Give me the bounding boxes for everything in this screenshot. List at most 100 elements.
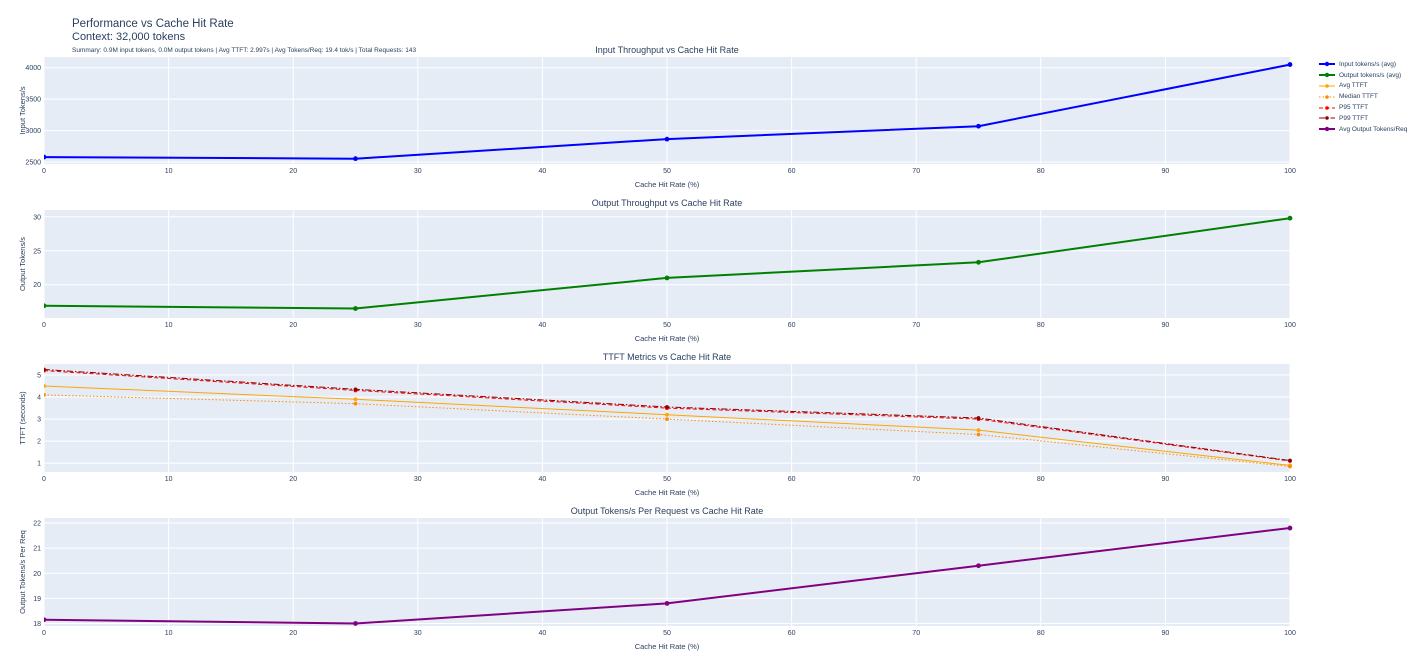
data-point — [665, 417, 669, 422]
legend[interactable]: Input tokens/s (avg) Output tokens/s (avg… — [1318, 59, 1407, 135]
legend-label: Input tokens/s (avg) — [1339, 60, 1397, 68]
x-tick-label: 80 — [1037, 476, 1045, 483]
x-tick-label: 40 — [539, 322, 547, 329]
data-point — [44, 392, 46, 397]
legend-swatch — [1319, 105, 1335, 110]
x-axis-label: Cache Hit Rate (%) — [635, 334, 700, 343]
x-tick-label: 80 — [1037, 168, 1045, 175]
data-point — [976, 432, 981, 437]
y-tick-label: 2 — [37, 439, 41, 446]
x-tick-label: 60 — [788, 322, 796, 329]
data-point — [976, 416, 981, 420]
legend-swatch — [1319, 72, 1335, 78]
data-point — [44, 303, 47, 309]
x-tick-label: 20 — [289, 168, 297, 175]
data-point — [353, 387, 358, 392]
legend-item[interactable]: P99 TTFT — [1318, 113, 1407, 124]
x-tick-label: 30 — [414, 168, 422, 175]
data-point — [665, 405, 669, 409]
x-tick-label: 20 — [289, 630, 297, 637]
y-axis-label: Input Tokens/s — [18, 86, 27, 134]
data-point — [353, 401, 358, 406]
x-tick-label: 10 — [165, 322, 173, 329]
x-tick-label: 50 — [663, 476, 671, 483]
legend-item[interactable]: Median TTFT — [1318, 91, 1407, 102]
subplot-3: 0 10 20 30 40 50 60 70 80 90 100 1 2 3 4 5 TTFT Metrics … — [18, 352, 1296, 497]
series-p99-ttft — [44, 367, 1292, 463]
legend-item[interactable]: Output tokens/s (avg) — [1318, 70, 1407, 81]
y-tick-label: 30 — [33, 214, 41, 221]
x-tick-label: 70 — [912, 476, 920, 483]
legend-item[interactable]: Input tokens/s (avg) — [1318, 59, 1407, 70]
series-median-ttft — [44, 392, 1292, 469]
legend-label: Avg Output Tokens/Req — [1339, 125, 1408, 133]
subplot-2: 0 10 20 30 40 50 60 70 80 90 100 20 25 30 Output Throu… — [18, 198, 1296, 343]
data-point — [353, 156, 358, 162]
series-input-tokens-s-avg- — [44, 62, 1293, 162]
subplot-title: Output Throughput vs Cache Hit Rate — [592, 198, 742, 208]
x-tick-label: 10 — [165, 476, 173, 483]
data-point — [976, 259, 981, 265]
data-point — [1287, 525, 1293, 531]
data-point — [664, 275, 670, 281]
x-tick-label: 50 — [663, 630, 671, 637]
data-point — [976, 428, 981, 433]
data-point — [976, 123, 981, 129]
legend-item[interactable]: Avg TTFT — [1318, 81, 1407, 92]
y-tick-label: 4000 — [25, 65, 41, 72]
x-tick-label: 30 — [414, 322, 422, 329]
y-tick-label: 1 — [37, 461, 41, 468]
y-tick-label: 4 — [37, 395, 41, 402]
subplot-4: 0 10 20 30 40 50 60 70 80 90 100 18 19 20 21 22 Output T… — [18, 506, 1296, 651]
y-tick-label: 20 — [33, 282, 41, 289]
data-point — [353, 621, 358, 626]
legend-swatch — [1319, 84, 1335, 88]
legend-item[interactable]: Avg Output Tokens/Req — [1318, 124, 1407, 135]
data-point — [664, 600, 670, 606]
x-tick-label: 30 — [414, 476, 422, 483]
x-tick-label: 40 — [539, 168, 547, 175]
data-point — [976, 563, 981, 569]
x-tick-label: 40 — [539, 630, 547, 637]
data-point — [1287, 62, 1293, 67]
legend-label: P99 TTFT — [1339, 114, 1369, 122]
subplot-title: TTFT Metrics vs Cache Hit Rate — [603, 352, 731, 362]
x-axis-label: Cache Hit Rate (%) — [635, 488, 700, 497]
y-tick-label: 3500 — [25, 97, 41, 104]
x-tick-label: 50 — [663, 168, 671, 175]
x-tick-label: 50 — [663, 322, 671, 329]
legend-swatch — [1319, 116, 1335, 121]
x-tick-label: 60 — [788, 630, 796, 637]
y-axis-label: Output Tokens/s — [18, 237, 27, 291]
legend-item[interactable]: P95 TTFT — [1318, 102, 1407, 113]
y-tick-label: 5 — [37, 373, 41, 380]
data-point — [665, 412, 669, 417]
x-tick-label: 90 — [1162, 168, 1170, 175]
subplot-title: Output Tokens/s Per Request vs Cache Hit… — [571, 506, 763, 516]
legend-swatch — [1319, 94, 1335, 99]
data-point — [44, 384, 46, 388]
x-axis-label: Cache Hit Rate (%) — [635, 180, 700, 189]
data-point — [1288, 458, 1292, 463]
x-tick-label: 90 — [1162, 476, 1170, 483]
legend-label: Median TTFT — [1339, 93, 1378, 101]
series-avg-output-tokens-req — [44, 525, 1293, 626]
x-tick-label: 100 — [1284, 322, 1296, 329]
x-tick-label: 70 — [912, 630, 920, 637]
x-tick-label: 80 — [1037, 630, 1045, 637]
legend-label: Output tokens/s (avg) — [1339, 71, 1402, 79]
legend-swatch — [1319, 62, 1335, 67]
figure-summary: Summary: 0.9M input tokens, 0.0M output … — [72, 47, 417, 54]
x-tick-label: 70 — [912, 322, 920, 329]
subplot-1: 0 10 20 30 40 50 60 70 80 90 100 2500 3000 3500 4000 In… — [18, 45, 1296, 189]
y-tick-label: 18 — [33, 621, 41, 628]
y-tick-label: 3 — [37, 417, 41, 424]
figure-subtitle: Context: 32,000 tokens — [72, 31, 186, 43]
y-tick-label: 20 — [33, 571, 41, 578]
x-tick-label: 80 — [1037, 322, 1045, 329]
x-tick-label: 0 — [42, 476, 46, 483]
legend-label: P95 TTFT — [1339, 104, 1369, 112]
x-tick-label: 0 — [42, 322, 46, 329]
y-tick-label: 2500 — [25, 160, 41, 167]
